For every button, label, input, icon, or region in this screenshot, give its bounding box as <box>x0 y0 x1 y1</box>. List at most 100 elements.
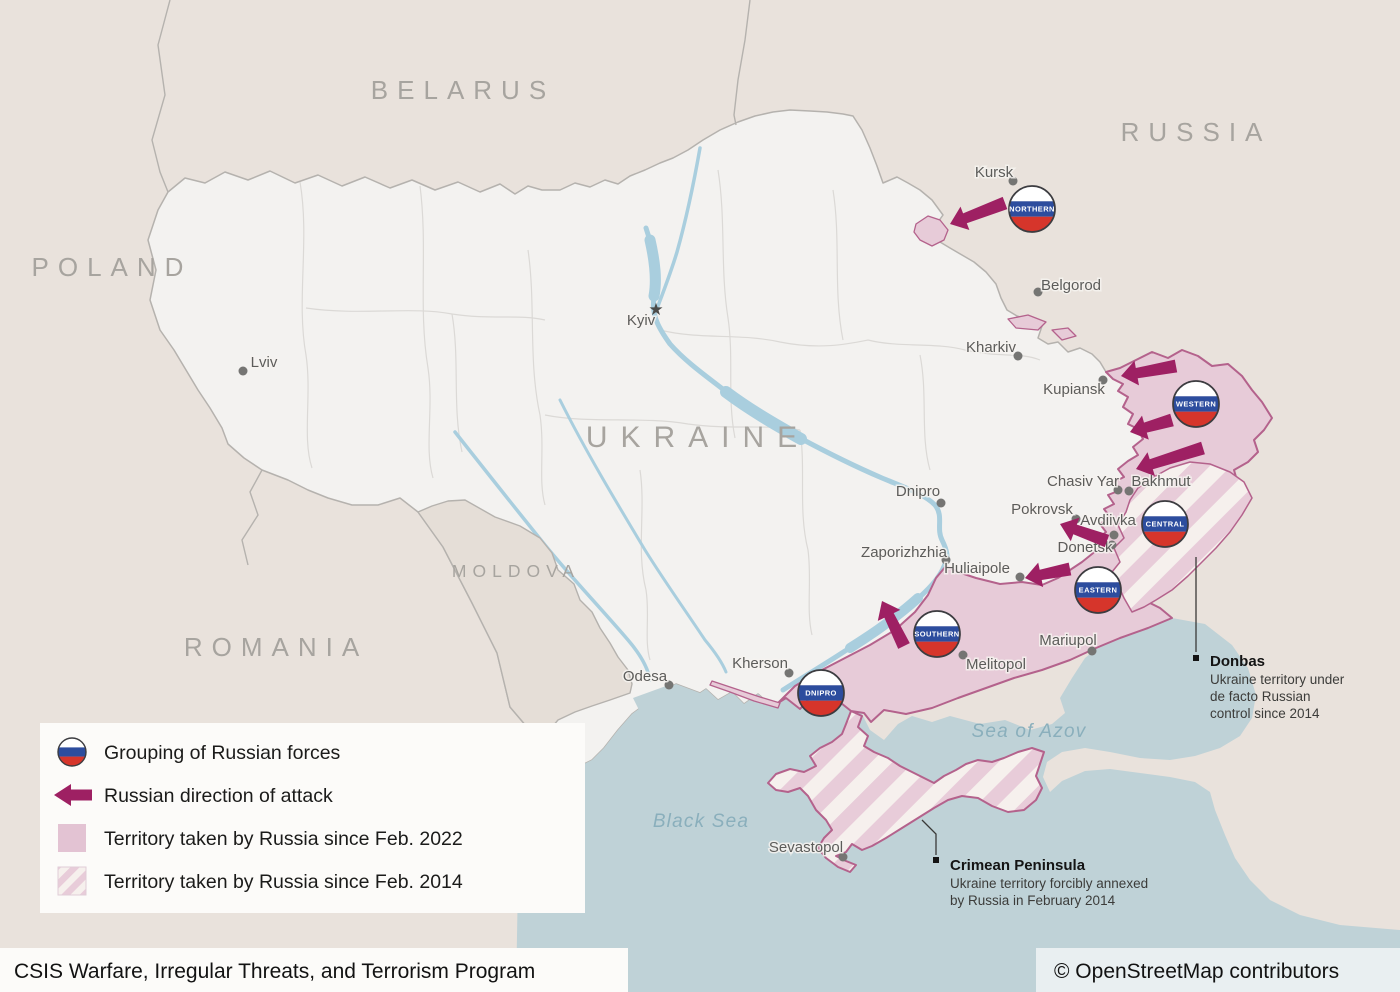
force-marker-southern: SOUTHERN <box>913 610 961 658</box>
attack-arrows <box>877 196 1205 649</box>
country-labels: BELARUS RUSSIA POLAND UKRAINE MOLDOVA ROMANIA <box>32 75 1272 662</box>
legend-item-attack: Russian direction of attack <box>104 785 333 807</box>
force-marker-label: NORTHERN <box>1009 205 1055 214</box>
footer-attribution-left: CSIS Warfare, Irregular Threats, and Ter… <box>14 960 535 983</box>
city-dot <box>1124 486 1134 496</box>
city-dot <box>958 650 968 660</box>
city-label: Kursk <box>975 164 1014 181</box>
crimea-annotation-body: Ukraine territory forcibly annexed by Ru… <box>950 876 1152 908</box>
city-dot <box>1013 351 1023 361</box>
force-markers: NORTHERN WESTERN CENTRAL EASTERN SOUTHERN DNI… <box>797 185 1220 717</box>
city-dot <box>1113 485 1123 495</box>
city-label: Melitopol <box>966 656 1026 673</box>
legend: Grouping of Russian forces Russian direc… <box>40 723 585 913</box>
sea-labels: Black Sea Sea of Azov <box>653 721 1087 832</box>
force-marker-label: SOUTHERN <box>914 630 959 639</box>
attack-arrow <box>1136 441 1205 477</box>
country-label-ukraine: UKRAINE <box>586 421 810 454</box>
city-label: Huliaipole <box>944 560 1010 577</box>
city-label: Sevastopol <box>769 839 843 856</box>
force-marker-central: CENTRAL <box>1141 500 1189 548</box>
city-label: Kharkiv <box>966 339 1017 356</box>
city-dot <box>838 852 848 862</box>
annotation-crimea: Crimean Peninsula Ukraine territory forc… <box>921 819 1152 908</box>
footer-left-bar <box>0 948 628 992</box>
cities: Kursk Belgorod Kharkiv Kupiansk ★Kyiv Lviv Dni… <box>238 163 1193 862</box>
crimea-2014-territory <box>767 710 1045 873</box>
russia-coast-land <box>1043 556 1400 930</box>
attack-arrow <box>1121 359 1178 386</box>
attack-arrow <box>1130 413 1174 440</box>
city-label: Dnipro <box>896 483 940 500</box>
force-marker-label: WESTERN <box>1176 400 1216 409</box>
city-label: Avdiivka <box>1080 512 1136 529</box>
country-label-russia: RUSSIA <box>1121 117 1272 147</box>
attack-arrow <box>877 601 910 649</box>
city-label: Belgorod <box>1041 277 1101 294</box>
city-label: Kupiansk <box>1043 381 1105 398</box>
city-label: Lviv <box>251 354 278 371</box>
attack-arrow <box>1060 517 1110 548</box>
city-dot <box>1109 530 1119 540</box>
city-dot <box>238 366 248 376</box>
footer-attribution-right: © OpenStreetMap contributors <box>1054 960 1339 983</box>
footer-right-bar <box>1036 948 1400 992</box>
city-dot <box>1098 375 1108 385</box>
city-label: Chasiv Yar <box>1047 473 1119 490</box>
city-dot <box>1008 176 1018 186</box>
force-marker-label: DNIPRO <box>805 689 837 698</box>
city-dot <box>664 680 674 690</box>
city-dot <box>1107 540 1117 550</box>
city-dot <box>1015 572 1025 582</box>
donbas-annotation-title: Donbas <box>1210 653 1265 670</box>
annotation-marker-square <box>1193 655 1199 661</box>
force-marker-dnipro: DNIPRO <box>797 669 845 717</box>
city-label: Kherson <box>732 655 788 672</box>
city-label: Zaporizhzhia <box>861 544 948 561</box>
legend-box <box>40 723 585 913</box>
force-marker-label: CENTRAL <box>1146 520 1185 529</box>
city-dot <box>1033 287 1043 297</box>
city-label: Mariupol <box>1039 632 1097 649</box>
force-marker-northern: NORTHERN <box>1008 185 1056 233</box>
crimea-annotation-title: Crimean Peninsula <box>950 857 1086 874</box>
country-label-poland: POLAND <box>32 252 193 282</box>
force-marker-eastern: EASTERN <box>1074 566 1122 614</box>
city-dot <box>1087 646 1097 656</box>
country-label-romania: ROMANIA <box>184 632 368 662</box>
legend-item-2022: Territory taken by Russia since Feb. 202… <box>104 828 463 850</box>
attack-arrow <box>1025 562 1072 588</box>
city-label: Bakhmut <box>1131 473 1191 490</box>
swatch-2014-icon <box>57 866 87 896</box>
country-label-moldova: MOLDOVA <box>452 561 580 581</box>
city-dot <box>936 498 946 508</box>
russian-flag-icon <box>57 737 87 767</box>
city-dot <box>784 668 794 678</box>
country-label-belarus: BELARUS <box>371 75 555 105</box>
moldova-territory <box>417 499 633 739</box>
occupied-2022-patches <box>709 215 1077 709</box>
attack-arrow <box>950 196 1008 230</box>
footer: CSIS Warfare, Irregular Threats, and Ter… <box>0 948 1400 992</box>
annotation-marker-square <box>933 857 939 863</box>
city-label: Kyiv <box>627 312 656 329</box>
city-label: Odesa <box>623 668 668 685</box>
attack-arrow-icon <box>54 784 92 806</box>
swatch-2022-icon <box>58 824 86 852</box>
legend-item-forces: Grouping of Russian forces <box>104 742 341 764</box>
sea-water <box>514 616 1400 992</box>
donbas-annotation-body: Ukraine territory under de facto Russian… <box>1210 672 1348 721</box>
force-marker-label: EASTERN <box>1079 586 1118 595</box>
annotation-donbas: Donbas Ukraine territory under de facto … <box>1193 557 1348 721</box>
legend-item-2014: Territory taken by Russia since Feb. 201… <box>104 871 463 893</box>
city-dot <box>941 555 951 565</box>
dniester-liman <box>633 686 672 712</box>
country-borders <box>151 0 751 566</box>
capital-star-icon: ★ <box>648 300 663 319</box>
force-marker-western: WESTERN <box>1172 380 1220 428</box>
sea-label: Sea of Azov <box>972 721 1087 742</box>
sea-label: Black Sea <box>653 811 749 832</box>
city-label: Pokrovsk <box>1011 501 1073 518</box>
rivers <box>453 146 950 693</box>
